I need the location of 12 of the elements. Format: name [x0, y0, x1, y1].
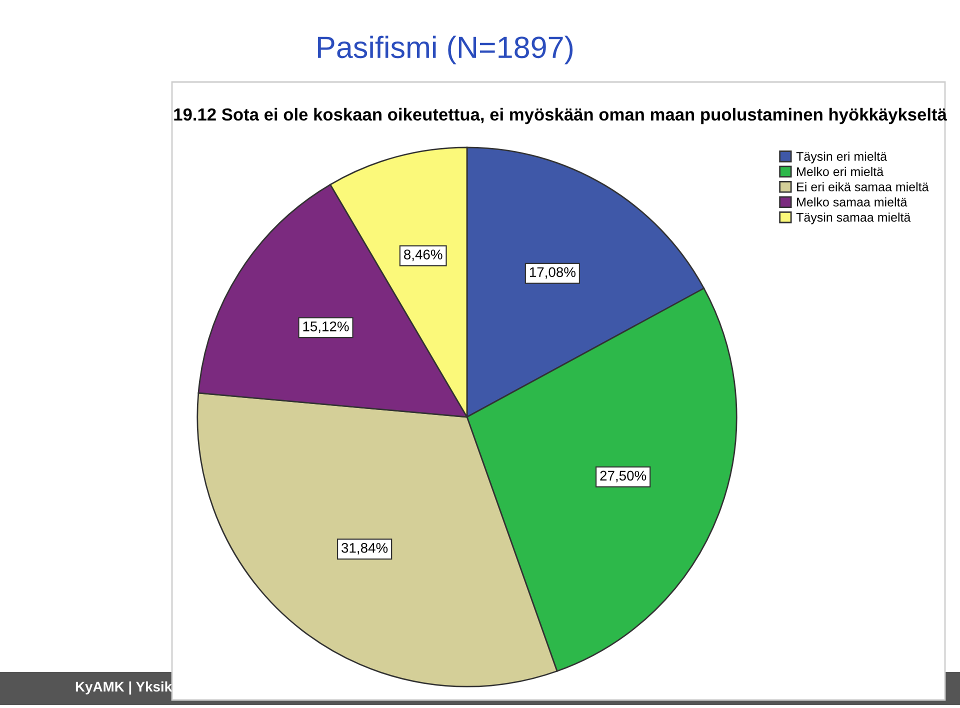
- legend-label: Ei eri eikä samaa mieltä: [797, 182, 929, 192]
- data-label: 8,46%: [404, 250, 442, 262]
- data-label: 15,12%: [303, 322, 349, 333]
- data-label: 17,08%: [530, 267, 576, 279]
- chart-title: Pasifismi (N=1897): [318, 36, 573, 64]
- data-label: 31,84%: [342, 542, 388, 554]
- legend-label: Täysin samaa mieltä: [796, 212, 911, 224]
- legend-label: Melko eri mieltä: [797, 166, 884, 176]
- data-label: 27,50%: [600, 470, 646, 482]
- legend-label: Melko samaa mieltä: [797, 197, 908, 207]
- chart-subtitle: 19.12 Sota ei ole koskaan oikeutettua, ei myöskään oman maan puolustaminen hyökkäykseltä: [174, 108, 947, 124]
- legend-label: Täysin eri mieltä: [796, 152, 888, 164]
